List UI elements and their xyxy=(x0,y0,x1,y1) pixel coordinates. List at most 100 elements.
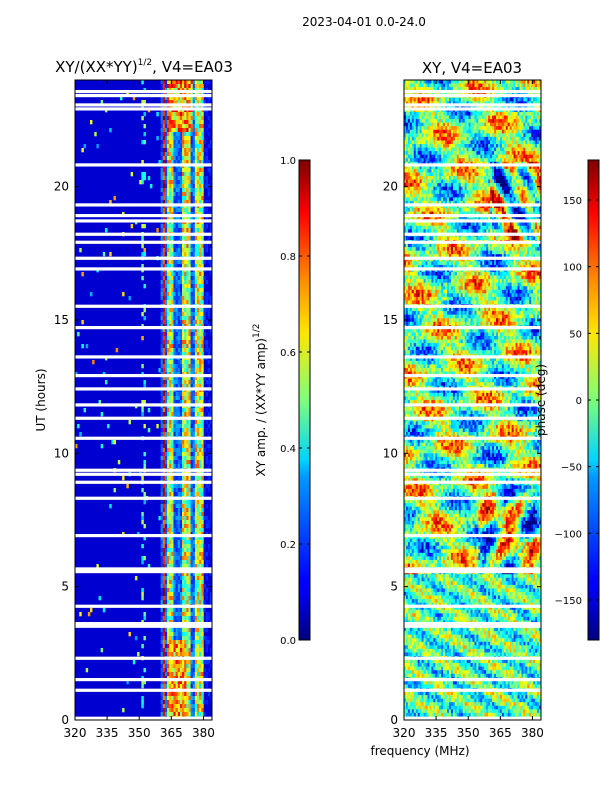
amp-cell xyxy=(162,408,166,413)
amp-cell xyxy=(203,176,206,181)
amp-cell xyxy=(173,128,176,133)
amp-cell xyxy=(173,444,176,449)
amp-cell xyxy=(201,376,204,381)
amp-cell xyxy=(160,112,164,117)
amp-cell xyxy=(209,444,212,449)
amp-cell xyxy=(179,488,183,493)
amp-cell xyxy=(203,340,206,345)
amp-cell xyxy=(160,596,164,601)
amp-cell xyxy=(160,424,164,429)
amp-cell xyxy=(141,176,144,181)
phase-cell xyxy=(421,112,424,116)
phase-cell xyxy=(537,112,540,116)
amp-cell xyxy=(175,672,179,677)
phase-cell xyxy=(405,97,409,102)
amp-cell xyxy=(173,312,176,317)
amp-cell xyxy=(177,360,181,365)
amp-cell xyxy=(201,96,204,101)
phase-cell xyxy=(521,126,524,131)
amp-cell xyxy=(205,444,209,449)
amp-cell xyxy=(175,284,179,289)
amp-cell xyxy=(171,664,174,669)
amp-cell xyxy=(184,216,187,221)
amp-cell xyxy=(169,708,172,713)
amp-cell xyxy=(141,560,144,565)
amp-cell xyxy=(164,712,168,717)
amp-cell xyxy=(160,464,164,469)
amp-cell xyxy=(192,632,196,637)
amp-cell xyxy=(182,136,185,141)
amp-cell xyxy=(126,680,129,685)
amp-cell xyxy=(207,260,211,265)
amp-cell xyxy=(83,408,87,413)
amp-cell xyxy=(177,508,181,513)
amp-cell xyxy=(186,708,189,713)
amp-cell xyxy=(182,648,185,653)
amp-cell xyxy=(164,140,168,145)
amp-cell xyxy=(169,664,172,669)
amp-cell xyxy=(182,488,185,493)
amp-cell xyxy=(158,516,161,521)
amp-cell xyxy=(194,128,198,133)
phase-cell xyxy=(529,129,532,134)
amp-cell xyxy=(201,464,204,469)
amp-cell xyxy=(162,540,166,545)
phase-cell xyxy=(495,126,499,131)
amp-cell xyxy=(199,156,202,161)
amp-cell xyxy=(179,292,183,297)
amp-cell xyxy=(197,244,200,249)
amp-cell xyxy=(175,644,179,649)
phase-cell xyxy=(425,97,428,102)
amp-cell xyxy=(177,376,181,381)
amp-cell xyxy=(173,536,176,541)
amp-flag-line xyxy=(75,387,212,391)
phase-cell xyxy=(409,122,413,127)
amp-cell xyxy=(162,116,166,121)
amp-cell xyxy=(209,420,212,425)
amp-cell xyxy=(177,444,181,449)
amp-cell xyxy=(199,280,202,285)
amp-cell xyxy=(203,668,206,673)
phase-cell xyxy=(462,133,465,138)
amp-cell xyxy=(190,224,194,229)
phase-cell xyxy=(427,104,430,109)
amp-cell xyxy=(184,208,187,213)
amp-cell xyxy=(186,244,189,249)
amp-cell xyxy=(182,556,185,561)
amp-cell xyxy=(167,584,170,589)
phase-cell xyxy=(505,80,509,84)
phase-cell xyxy=(511,133,514,138)
amp-cell xyxy=(160,236,164,241)
phase-cell xyxy=(411,104,415,109)
amp-cell xyxy=(164,96,168,101)
phase-cell xyxy=(527,119,530,123)
amp-cell xyxy=(197,648,200,653)
phase-cell xyxy=(464,122,467,127)
amp-cell xyxy=(173,96,176,101)
amp-cell xyxy=(162,460,166,465)
amp-cell xyxy=(173,660,176,665)
amp-cell xyxy=(192,368,196,373)
phase-cell xyxy=(495,136,499,141)
amp-cell xyxy=(184,680,187,685)
phase-cell xyxy=(507,83,510,88)
amp-cell xyxy=(179,432,183,437)
phase-cell xyxy=(452,97,456,102)
amp-cell xyxy=(167,296,170,301)
phase-cell xyxy=(466,119,469,123)
amp-cell xyxy=(177,192,181,197)
amp-cell xyxy=(179,512,183,517)
amp-cell xyxy=(169,572,172,577)
phase-cell xyxy=(535,133,538,138)
phase-cell xyxy=(482,104,485,109)
amp-cell xyxy=(160,288,164,293)
amp-cell xyxy=(186,500,189,505)
amp-cell xyxy=(141,588,144,593)
amp-cell xyxy=(175,320,179,325)
amp-cell xyxy=(199,504,202,509)
amp-cell xyxy=(184,148,187,153)
amp-cell xyxy=(190,336,194,341)
amp-cell xyxy=(197,560,200,565)
amp-cell xyxy=(194,584,198,589)
amp-cell xyxy=(171,536,174,541)
